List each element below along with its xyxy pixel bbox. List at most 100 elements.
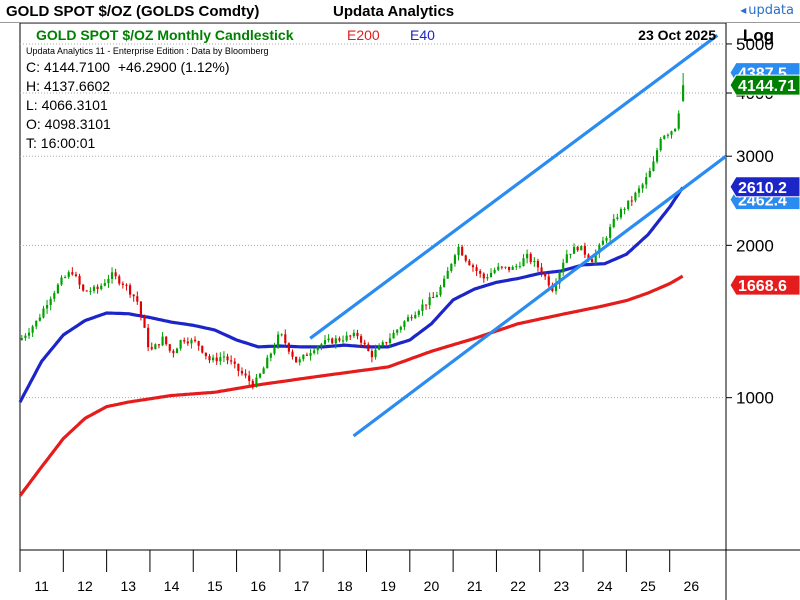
candle-body xyxy=(450,263,453,271)
candle-body xyxy=(219,357,222,362)
candle-body xyxy=(374,349,377,358)
candle-body xyxy=(435,295,438,298)
candle-body xyxy=(356,332,359,337)
candle-body xyxy=(605,237,608,241)
arrow-icon: ◂ xyxy=(740,3,747,17)
candle-body xyxy=(446,270,449,279)
candle-body xyxy=(493,269,496,273)
candle-body xyxy=(388,338,392,344)
candle-body xyxy=(370,351,373,358)
candle-body xyxy=(341,340,345,342)
candle-body xyxy=(360,336,363,343)
candle-body xyxy=(273,346,276,354)
x-tick-label: 11 xyxy=(34,578,49,594)
e40-label: E40 xyxy=(410,27,435,43)
candle-body xyxy=(103,283,106,286)
candle-body xyxy=(154,344,157,350)
candle-body xyxy=(107,278,110,284)
candle-body xyxy=(399,326,402,330)
candle-body xyxy=(38,317,41,321)
candle-body xyxy=(60,277,63,285)
candle-body xyxy=(233,361,236,364)
candle-body xyxy=(385,342,388,344)
candle-body xyxy=(367,344,370,352)
candle-body xyxy=(562,262,565,273)
candle-body xyxy=(212,357,215,361)
y-tick-label: 5000 xyxy=(736,35,774,54)
candle-body xyxy=(287,343,290,352)
candle-body xyxy=(338,338,341,341)
candle-body xyxy=(482,273,485,279)
candle-body xyxy=(554,283,558,292)
candle-body xyxy=(630,200,633,202)
candle-body xyxy=(443,278,446,287)
e40-line xyxy=(18,186,685,403)
candle-body xyxy=(49,298,52,305)
candle-body xyxy=(251,380,254,387)
edition-text: Updata Analytics 11 - Enterprise Edition… xyxy=(26,46,268,56)
candle-body xyxy=(424,304,428,306)
x-tick-label: 12 xyxy=(77,578,93,594)
candle-body xyxy=(71,272,74,275)
top-bar: GOLD SPOT $/OZ (GOLDS Comdty) Updata Ana… xyxy=(0,0,800,23)
candle-body xyxy=(255,377,258,387)
candle-body xyxy=(457,246,460,256)
scale-label: Log xyxy=(743,26,774,45)
close-readout: C: 4144.7100 +46.2900 (1.12%) xyxy=(26,59,230,75)
brand-logo: ◂ updata xyxy=(740,3,794,18)
x-tick-label: 13 xyxy=(120,578,136,594)
candle-body xyxy=(230,360,233,362)
candle-body xyxy=(147,327,150,348)
candle-body xyxy=(150,347,153,350)
candle-body xyxy=(655,150,659,162)
candle-body xyxy=(619,209,623,218)
candle-body xyxy=(410,317,413,319)
x-tick-label: 20 xyxy=(424,578,440,594)
x-tick-label: 22 xyxy=(510,578,526,594)
candle-body xyxy=(226,356,229,361)
candle-body xyxy=(432,297,435,299)
candle-body xyxy=(634,192,637,201)
candle-body xyxy=(172,350,175,354)
brand-logo-text: updata xyxy=(748,3,794,18)
chart-date: 23 Oct 2025 xyxy=(638,27,716,43)
candle-body xyxy=(349,335,352,337)
channel-lower-line xyxy=(352,154,727,438)
candle-body xyxy=(179,340,182,349)
candle-body xyxy=(504,266,507,268)
candle-body xyxy=(378,345,381,350)
candle-body xyxy=(511,267,514,270)
candle-body xyxy=(139,301,142,317)
candle-body xyxy=(587,254,590,260)
candle-body xyxy=(237,363,240,371)
candle-body xyxy=(316,346,319,351)
chart-title: GOLD SPOT $/OZ Monthly Candlestick xyxy=(36,27,294,43)
candle-body xyxy=(515,266,518,268)
candle-body xyxy=(497,266,500,270)
candle-body xyxy=(500,266,503,268)
candle-body xyxy=(623,208,626,210)
candle-body xyxy=(583,245,586,255)
candle-body xyxy=(193,339,197,342)
candle-body xyxy=(576,246,579,251)
candle-body xyxy=(414,314,417,319)
candle-body xyxy=(323,340,327,345)
candle-body xyxy=(659,138,662,151)
candle-body xyxy=(190,339,193,344)
candle-body xyxy=(547,276,550,286)
candle-body xyxy=(20,338,23,341)
candle-body xyxy=(118,276,121,284)
x-tick-label: 16 xyxy=(250,578,266,594)
price-badge-shape xyxy=(729,176,800,198)
x-tick-label: 23 xyxy=(554,578,570,594)
x-tick-label: 14 xyxy=(164,578,180,594)
x-tick-label: 26 xyxy=(684,578,700,594)
candle-body xyxy=(85,290,88,292)
candle-body xyxy=(208,356,211,361)
candle-body xyxy=(518,266,521,268)
candle-body xyxy=(262,368,265,374)
y-tick-label: 2000 xyxy=(736,236,774,255)
candle-body xyxy=(612,218,615,228)
candle-body xyxy=(616,217,619,219)
candle-body xyxy=(363,342,366,345)
